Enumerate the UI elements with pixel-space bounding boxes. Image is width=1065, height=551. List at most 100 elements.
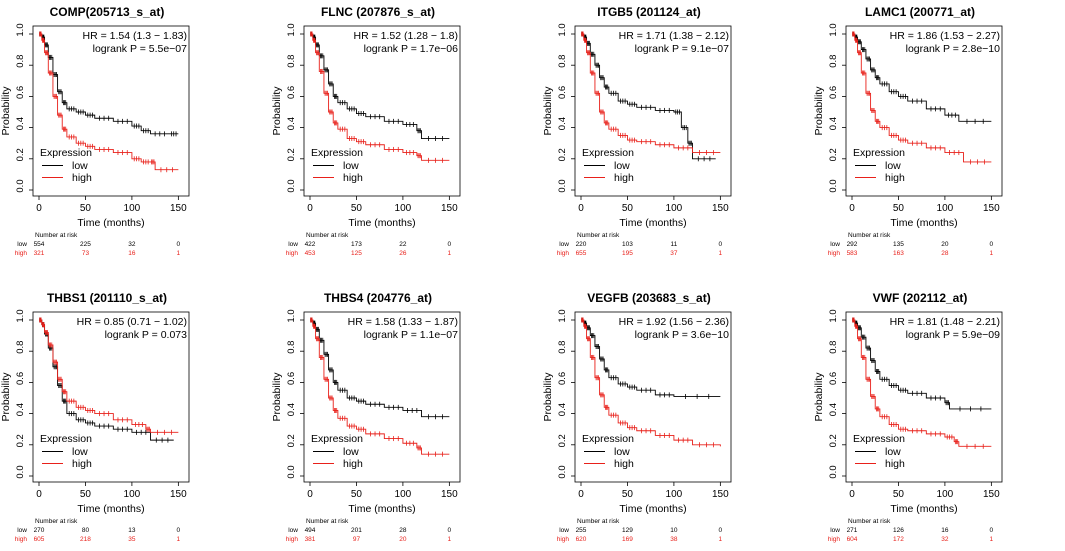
y-tick-label: 0.6 [15,86,26,99]
y-tick-label: 0.2 [557,434,568,447]
risk-row-label-high: high [286,250,299,257]
y-tick-label: 0.4 [557,403,568,416]
x-tick-label: 100 [124,203,141,214]
y-tick-label: 0.6 [828,86,839,99]
legend-label-high: high [885,172,905,184]
logrank-p-label: logrank P = 0.073 [105,329,188,341]
panel-title: THBS1 (201110_s_at) [47,291,167,305]
risk-row-label-high: high [286,536,299,543]
x-tick-label: 150 [170,489,187,500]
logrank-p-label: logrank P = 3.6e−10 [635,329,730,341]
legend-title: Expression [582,147,634,159]
logrank-p-label: logrank P = 5.5e−07 [93,43,188,55]
x-axis-label: Time (months) [890,503,957,515]
legend-label-high: high [343,458,363,470]
y-axis-label: Probability [271,372,283,422]
y-tick-label: 0.2 [15,434,26,447]
y-tick-label: 0.8 [557,55,568,68]
risk-count-low: 80 [82,527,90,534]
plot-frame [32,311,190,483]
risk-count-high: 583 [847,250,858,257]
risk-count-low: 0 [448,527,452,534]
risk-row-label-low: low [288,241,298,248]
x-tick-label: 150 [983,489,1000,500]
risk-count-low: 422 [305,241,316,248]
hazard-ratio-label: HR = 1.81 (1.48 − 2.21) [890,316,1000,328]
x-tick-label: 0 [578,203,584,214]
risk-table-header: Number at risk [306,518,349,525]
x-tick-label: 50 [893,489,905,500]
risk-count-high: 604 [847,536,858,543]
plot-frame [845,311,1003,483]
risk-row-label-low: low [559,241,569,248]
y-tick-label: 0.4 [15,403,26,416]
plot-frame [574,311,732,483]
km-panel: LAMC1 (200771_at) 0.0 0.2 0.4 0.6 0.8 1.0 Proba… [813,5,1003,257]
hazard-ratio-label: HR = 1.58 (1.33 − 1.87) [348,316,458,328]
risk-table-header: Number at risk [577,232,620,239]
y-tick-label: 0.2 [286,434,297,447]
risk-count-high: 163 [893,250,904,257]
risk-count-low: 126 [893,527,904,534]
risk-count-low: 0 [990,527,994,534]
panel-title: ITGB5 (201124_at) [597,5,700,19]
km-panel: FLNC (207876_s_at) 0.0 0.2 0.4 0.6 0.8 1.0 Prob… [271,5,461,257]
risk-count-low: 22 [399,241,407,248]
risk-count-high: 1 [177,250,181,257]
x-tick-label: 150 [712,203,729,214]
risk-count-low: 220 [576,241,587,248]
risk-row-label-high: high [15,250,28,257]
risk-count-high: 1 [990,536,994,543]
y-tick-label: 1.0 [15,309,26,322]
y-tick-label: 1.0 [557,23,568,36]
x-tick-label: 100 [124,489,141,500]
x-tick-label: 0 [36,489,42,500]
x-axis-label: Time (months) [348,503,415,515]
y-tick-label: 1.0 [286,23,297,36]
x-tick-label: 50 [893,203,905,214]
y-tick-label: 0.0 [557,465,568,478]
risk-row-label-low: low [288,527,298,534]
y-axis-label: Probability [271,86,283,136]
y-tick-label: 0.8 [557,341,568,354]
legend-label-high: high [614,458,634,470]
risk-count-low: 129 [622,527,633,534]
y-tick-label: 0.8 [286,55,297,68]
panel-title: VWF (202112_at) [873,291,968,305]
km-panel: THBS4 (204776_at) 0.0 0.2 0.4 0.6 0.8 1.0 Proba… [271,291,461,543]
risk-row-label-low: low [559,527,569,534]
y-tick-label: 0.4 [286,403,297,416]
risk-count-high: 1 [177,536,181,543]
logrank-p-label: logrank P = 1.1e−07 [364,329,459,341]
risk-row-label-low: low [830,527,840,534]
plot-frame [574,25,732,197]
legend-label-low: low [343,446,359,458]
legend-label-high: high [343,172,363,184]
risk-count-high: 453 [305,250,316,257]
y-tick-label: 0.0 [15,179,26,192]
risk-count-high: 218 [80,536,91,543]
y-axis-label: Probability [0,372,12,422]
legend-title: Expression [853,147,905,159]
y-tick-label: 1.0 [286,309,297,322]
risk-count-high: 655 [576,250,587,257]
risk-count-low: 13 [128,527,136,534]
y-axis-label: Probability [813,372,825,422]
risk-count-high: 16 [128,250,136,257]
risk-table-header: Number at risk [848,232,891,239]
risk-count-low: 201 [351,527,362,534]
panel-title: LAMC1 (200771_at) [865,5,975,19]
risk-count-high: 620 [576,536,587,543]
x-tick-label: 50 [622,203,634,214]
risk-count-high: 73 [82,250,90,257]
x-axis-label: Time (months) [619,503,686,515]
legend-label-low: low [72,446,88,458]
risk-row-label-high: high [557,536,570,543]
legend-label-high: high [72,172,92,184]
y-tick-label: 0.8 [15,55,26,68]
legend-label-low: low [885,446,901,458]
risk-table-header: Number at risk [577,518,620,525]
risk-table-header: Number at risk [306,232,349,239]
risk-count-high: 1 [448,536,452,543]
